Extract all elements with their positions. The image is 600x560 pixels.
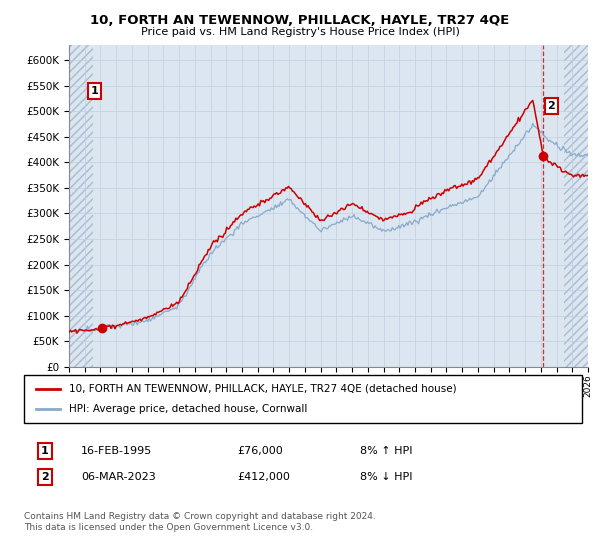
Text: 10, FORTH AN TEWENNOW, PHILLACK, HAYLE, TR27 4QE (detached house): 10, FORTH AN TEWENNOW, PHILLACK, HAYLE, … — [69, 384, 457, 394]
Text: HPI: Average price, detached house, Cornwall: HPI: Average price, detached house, Corn… — [69, 404, 307, 414]
Bar — [565, 45, 588, 367]
Text: 16-FEB-1995: 16-FEB-1995 — [81, 446, 152, 456]
Bar — [565, 45, 588, 367]
Text: 10, FORTH AN TEWENNOW, PHILLACK, HAYLE, TR27 4QE: 10, FORTH AN TEWENNOW, PHILLACK, HAYLE, … — [91, 14, 509, 27]
Text: 8% ↓ HPI: 8% ↓ HPI — [360, 472, 413, 482]
Text: Price paid vs. HM Land Registry's House Price Index (HPI): Price paid vs. HM Land Registry's House … — [140, 27, 460, 37]
Text: 1: 1 — [91, 86, 98, 96]
Text: 06-MAR-2023: 06-MAR-2023 — [81, 472, 156, 482]
Text: 8% ↑ HPI: 8% ↑ HPI — [360, 446, 413, 456]
Text: £76,000: £76,000 — [237, 446, 283, 456]
Bar — [69, 45, 92, 367]
Text: 2: 2 — [547, 101, 555, 111]
Text: £412,000: £412,000 — [237, 472, 290, 482]
Bar — [69, 45, 92, 367]
Text: Contains HM Land Registry data © Crown copyright and database right 2024.
This d: Contains HM Land Registry data © Crown c… — [24, 512, 376, 532]
Text: 2: 2 — [41, 472, 49, 482]
Text: 1: 1 — [41, 446, 49, 456]
